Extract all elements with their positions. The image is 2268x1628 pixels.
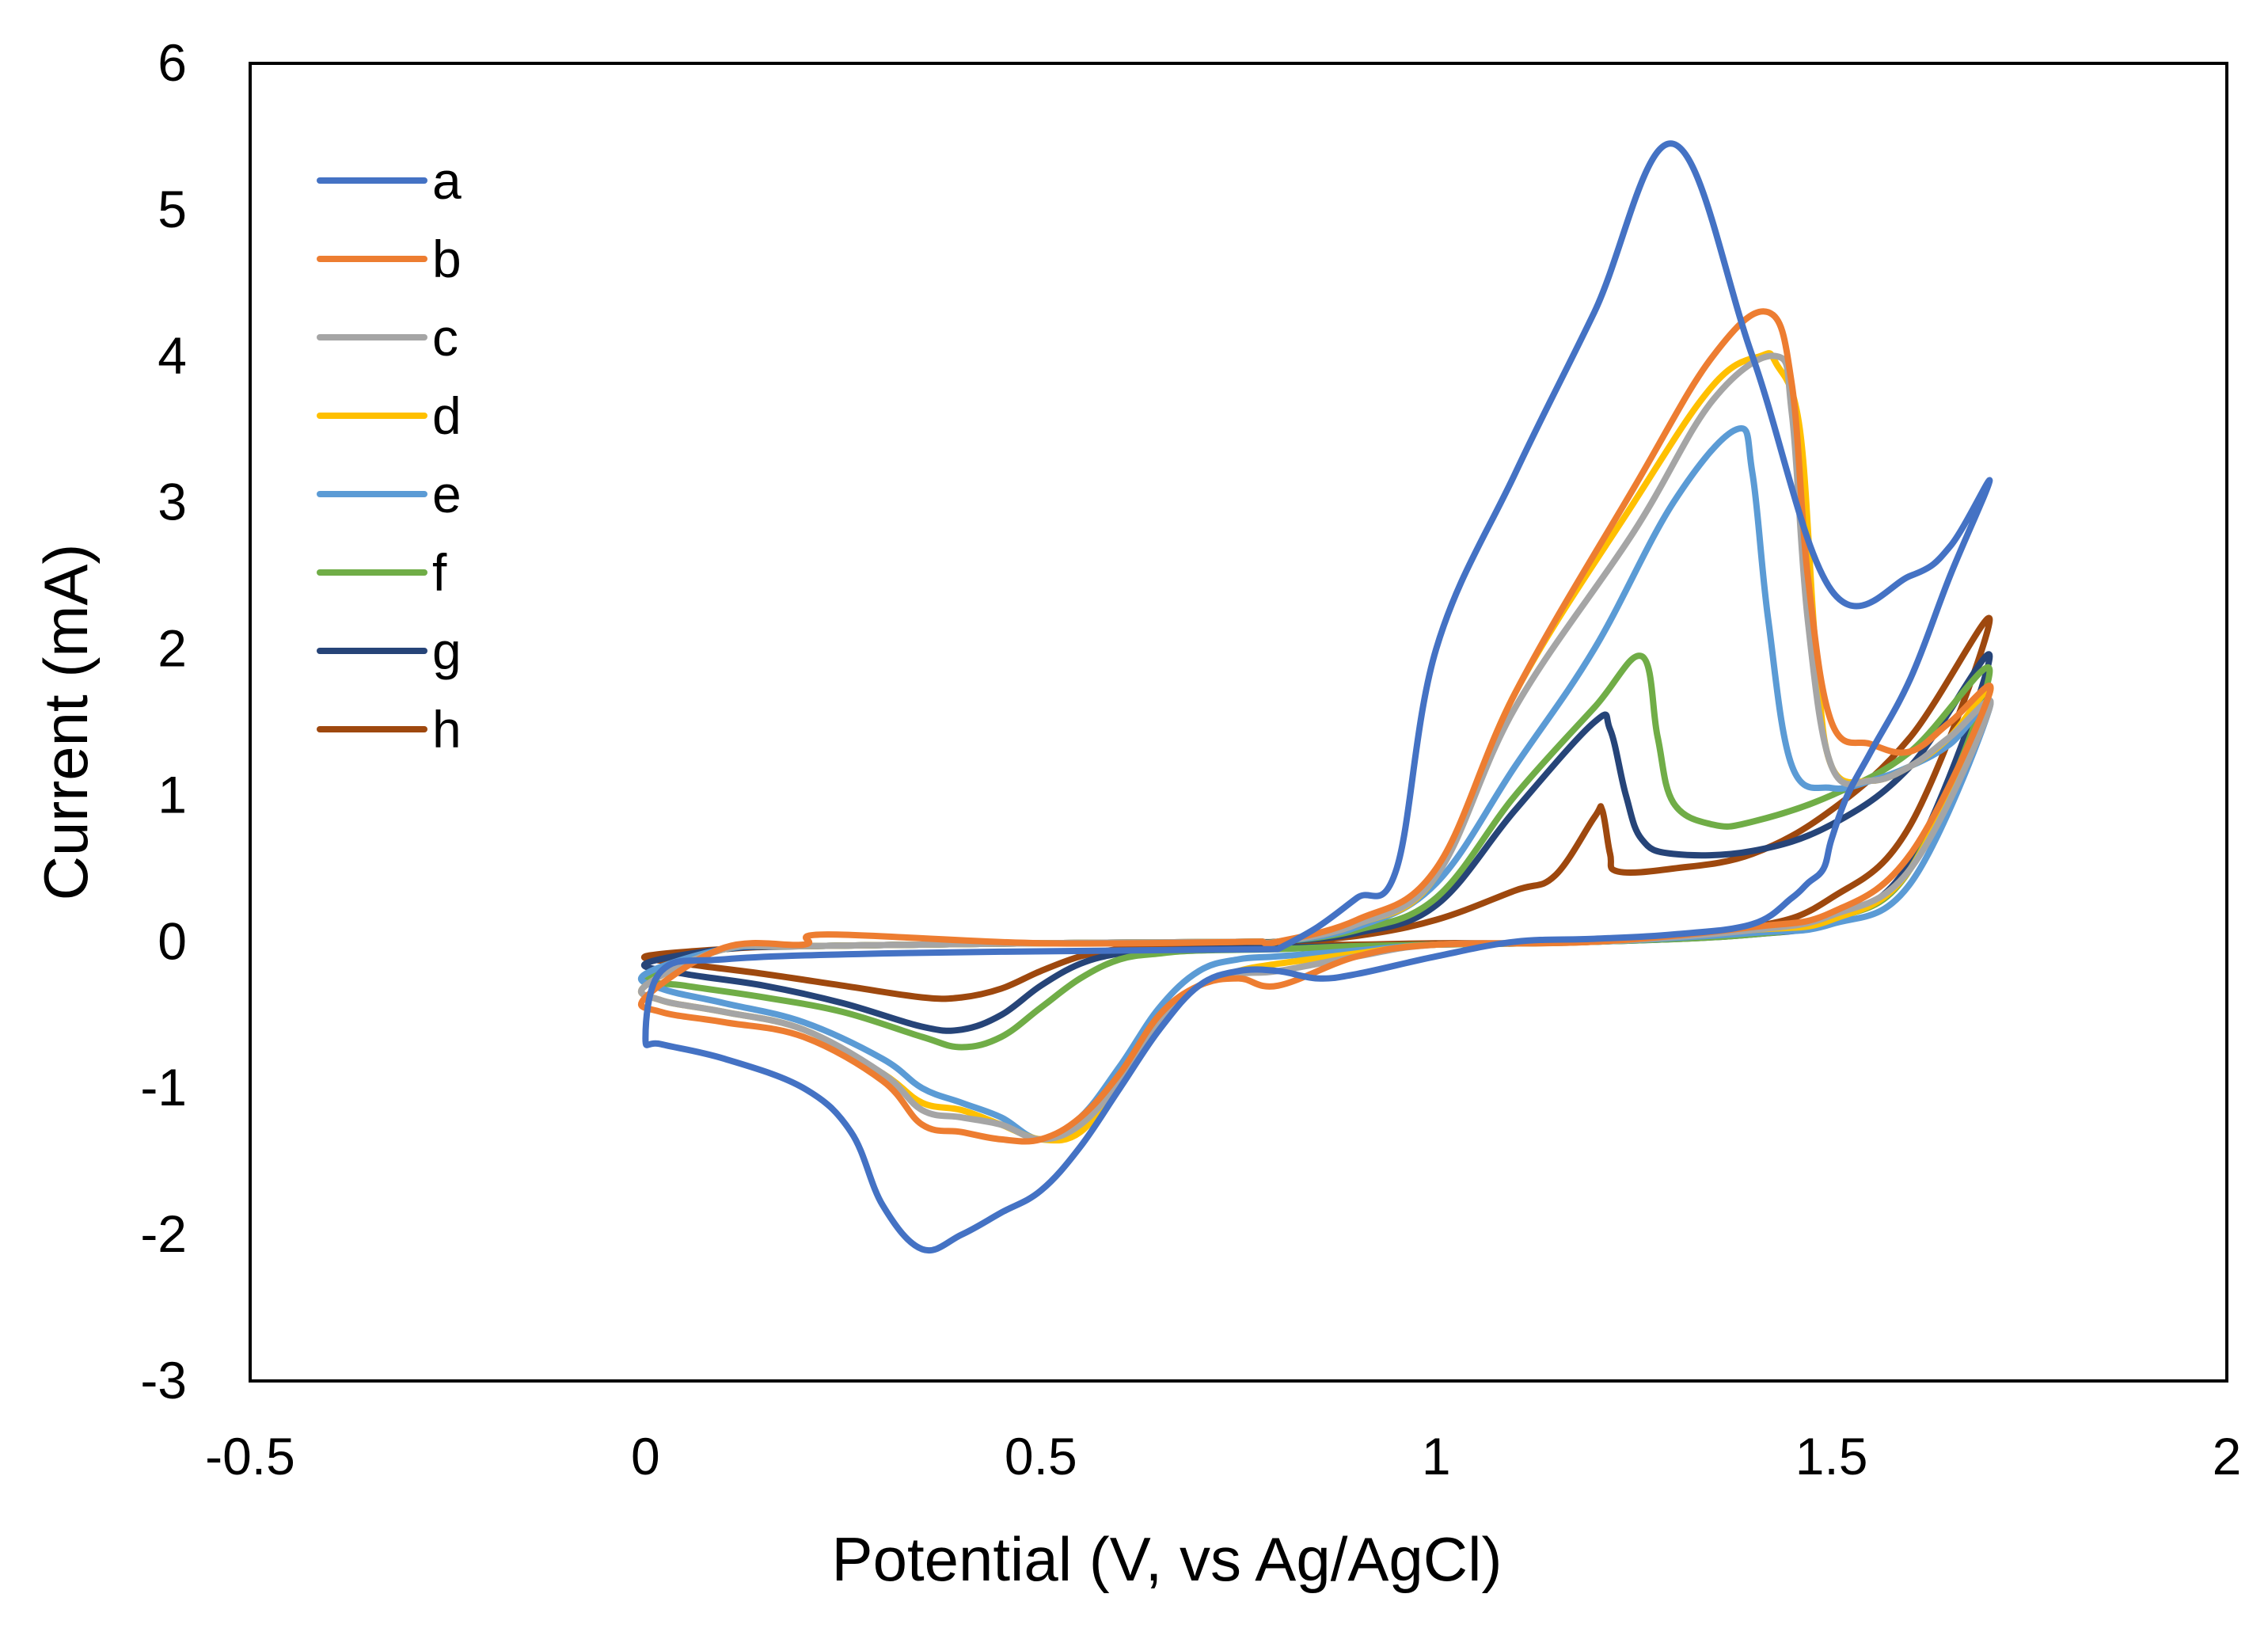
y-tick-label: 1: [158, 765, 187, 824]
x-tick-label: 1: [1422, 1427, 1451, 1485]
y-tick-label: 4: [158, 326, 187, 385]
y-tick-label: -3: [140, 1351, 187, 1409]
x-tick-label: 1.5: [1795, 1427, 1868, 1485]
y-tick-label: 5: [158, 180, 187, 238]
y-tick-label: 3: [158, 473, 187, 531]
legend-label-f: f: [432, 543, 447, 602]
x-tick-label: -0.5: [205, 1427, 295, 1485]
x-tick-label: 2: [2213, 1427, 2242, 1485]
x-axis-title: Potential (V, vs Ag/AgCl): [832, 1524, 1503, 1594]
y-tick-label: -1: [140, 1058, 187, 1116]
y-axis-title: Current (mA): [31, 544, 101, 901]
x-axis-ticks: -0.5 0 0.5 1 1.5 2: [205, 1427, 2241, 1485]
x-tick-label: 0.5: [1005, 1427, 1077, 1485]
y-tick-label: 6: [158, 33, 187, 92]
y-tick-label: 0: [158, 911, 187, 970]
y-tick-label: -2: [140, 1204, 187, 1263]
legend-label-h: h: [432, 700, 462, 759]
legend-label-a: a: [432, 151, 462, 210]
y-tick-label: 2: [158, 619, 187, 678]
legend-label-b: b: [432, 230, 462, 288]
legend-label-c: c: [432, 308, 458, 367]
y-axis-ticks: -3 -2 -1 0 1 2 3 4 5 6: [140, 33, 187, 1409]
x-tick-label: 0: [631, 1427, 660, 1485]
series-line-a: [642, 140, 1993, 1254]
legend-label-d: d: [432, 386, 462, 445]
series-layer: [637, 140, 1994, 1254]
legend-label-e: e: [432, 465, 462, 523]
plot-area: [249, 62, 2228, 1383]
legend-label-g: g: [432, 622, 462, 680]
